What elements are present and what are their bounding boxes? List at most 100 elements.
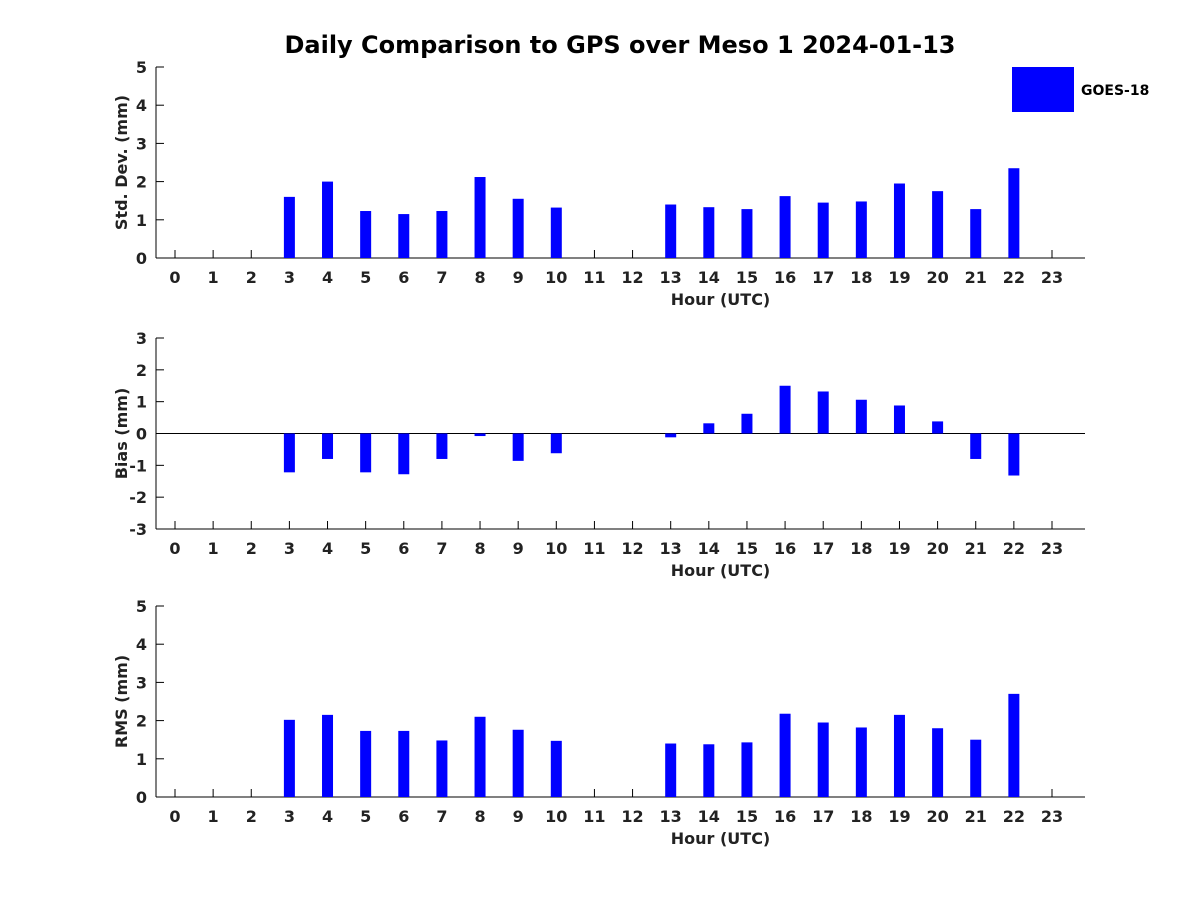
y-tick-label: -2 [129,488,147,507]
bar-14 [703,207,715,258]
x-tick-label: 2 [246,807,257,826]
x-tick-label: 10 [545,268,567,287]
x-tick-label: 3 [284,539,295,558]
bar-19 [893,183,905,258]
bar-17 [817,722,829,797]
x-tick-label: 13 [660,268,682,287]
x-tick-label: 13 [660,807,682,826]
x-tick-label: 7 [436,268,447,287]
bar-6 [398,214,410,258]
x-tick-label: 23 [1041,268,1063,287]
x-tick-label: 6 [398,539,409,558]
x-tick-label: 4 [322,807,333,826]
x-tick-label: 10 [545,539,567,558]
x-tick-label: 18 [850,807,872,826]
x-tick-label: 2 [246,539,257,558]
x-tick-label: 11 [583,539,605,558]
x-tick-label: 16 [774,807,796,826]
x-axis-label: Hour (UTC) [671,561,771,580]
bar-17 [817,202,829,258]
x-tick-label: 7 [436,807,447,826]
x-tick-label: 20 [926,807,948,826]
x-tick-label: 23 [1041,539,1063,558]
x-tick-label: 20 [926,268,948,287]
y-tick-label: 2 [136,712,147,731]
bar-10 [550,433,562,454]
bar-13 [665,743,677,797]
x-tick-label: 12 [621,807,643,826]
x-tick-label: 8 [474,268,485,287]
bar-6 [398,433,410,475]
bar-10 [550,207,562,258]
y-tick-label: -1 [129,456,147,475]
bar-20 [932,728,944,797]
x-axis-label: Hour (UTC) [671,829,771,848]
bar-3 [283,433,295,473]
bar-17 [817,391,829,434]
x-tick-label: 19 [888,807,910,826]
y-tick-label: 1 [136,211,147,230]
x-tick-label: 20 [926,539,948,558]
x-tick-label: 15 [736,807,758,826]
x-tick-label: 7 [436,539,447,558]
bar-15 [741,209,753,258]
legend: GOES-18 [1012,67,1149,112]
x-tick-label: 4 [322,268,333,287]
x-tick-label: 8 [474,807,485,826]
x-tick-label: 15 [736,268,758,287]
y-tick-label: -3 [129,520,147,539]
bar-5 [360,730,372,797]
x-tick-label: 22 [1003,539,1025,558]
x-tick-label: 0 [169,268,180,287]
x-tick-label: 14 [698,539,720,558]
bar-20 [932,421,944,434]
bar-21 [970,209,982,258]
bar-8 [474,177,486,258]
bar-21 [970,739,982,797]
x-tick-label: 12 [621,268,643,287]
x-tick-label: 18 [850,268,872,287]
y-tick-label: 1 [136,750,147,769]
bar-15 [741,742,753,797]
x-tick-label: 1 [208,268,219,287]
bar-20 [932,191,944,258]
y-tick-label: 3 [136,134,147,153]
y-tick-label: 0 [136,249,147,268]
y-tick-label: 5 [136,58,147,77]
x-tick-label: 1 [208,807,219,826]
bar-19 [893,405,905,434]
x-tick-label: 17 [812,268,834,287]
y-axis-label: Std. Dev. (mm) [112,95,131,230]
x-tick-label: 11 [583,807,605,826]
y-tick-label: 4 [136,96,147,115]
y-tick-label: 5 [136,597,147,616]
x-tick-label: 15 [736,539,758,558]
bar-6 [398,730,410,797]
bar-13 [665,433,677,438]
y-axis-label: RMS (mm) [112,655,131,748]
x-tick-label: 8 [474,539,485,558]
bar-15 [741,413,753,434]
bar-7 [436,740,448,797]
x-tick-label: 0 [169,539,180,558]
y-tick-label: 3 [136,329,147,348]
y-axis-label: Bias (mm) [112,388,131,480]
bar-18 [855,201,867,258]
bar-18 [855,727,867,797]
bar-3 [283,196,295,258]
y-tick-label: 3 [136,673,147,692]
x-tick-label: 13 [660,539,682,558]
bar-22 [1008,168,1020,258]
x-tick-label: 3 [284,268,295,287]
x-tick-label: 22 [1003,268,1025,287]
bar-19 [893,714,905,797]
x-tick-label: 21 [965,539,987,558]
bar-7 [436,433,448,459]
x-tick-label: 16 [774,268,796,287]
x-tick-label: 21 [965,807,987,826]
y-tick-label: 2 [136,173,147,192]
x-tick-label: 16 [774,539,796,558]
x-tick-label: 11 [583,268,605,287]
